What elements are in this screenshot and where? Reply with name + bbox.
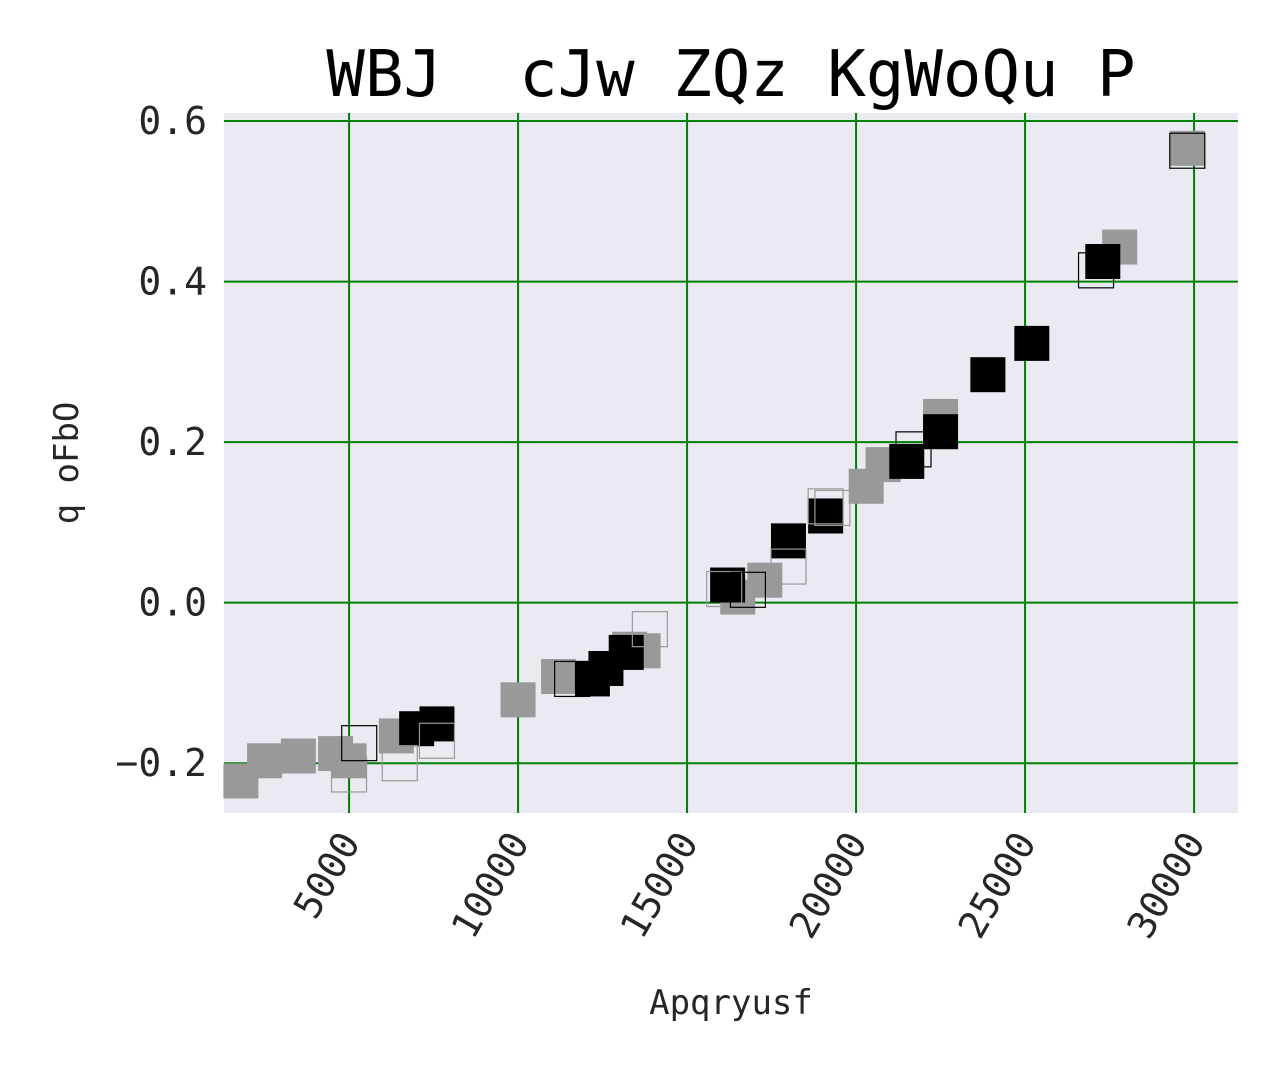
y-tick-label: 0.2 xyxy=(138,420,207,464)
data-point-outline xyxy=(554,660,591,698)
x-axis-label: Apqryusf xyxy=(649,983,813,1023)
plot-background xyxy=(224,113,1238,813)
data-point xyxy=(747,562,783,598)
y-tick-label: −0.2 xyxy=(115,741,207,785)
grid-lines xyxy=(224,113,1238,813)
x-tick-label: 5000 xyxy=(285,825,369,926)
x-tick-label: 10000 xyxy=(443,825,538,946)
y-tick-labels: −0.2 0.0 0.2 0.4 0.6 xyxy=(115,99,207,785)
series-1 xyxy=(399,244,1121,747)
data-point xyxy=(280,738,316,774)
data-point-outline xyxy=(729,571,767,608)
x-tick-label: 25000 xyxy=(950,825,1045,946)
series-3 xyxy=(341,132,1206,762)
x-tick-label: 15000 xyxy=(612,825,707,946)
data-point-outline xyxy=(807,488,844,525)
y-tick-label: 0.4 xyxy=(138,260,207,304)
data-point xyxy=(247,743,283,779)
data-point xyxy=(808,498,844,534)
data-point-outline xyxy=(1077,252,1115,289)
series-2 xyxy=(330,488,851,793)
data-point xyxy=(1169,130,1205,166)
data-point-outline xyxy=(770,548,807,585)
y-tick-label: 0.0 xyxy=(138,581,207,625)
x-tick-labels: 5000 10000 15000 20000 25000 30000 xyxy=(285,825,1214,946)
data-point-outline xyxy=(341,725,378,762)
data-point-outline xyxy=(631,611,668,648)
chart-title: WBJ cJw ZQz KgWoQu P xyxy=(326,38,1135,112)
data-point-outline xyxy=(814,489,851,527)
data-point-outline xyxy=(706,570,743,608)
data-point-outline xyxy=(330,756,368,793)
data-point xyxy=(541,659,577,695)
data-point xyxy=(1014,325,1050,361)
data-points xyxy=(223,130,1206,799)
data-point xyxy=(970,357,1006,393)
data-point-outline xyxy=(895,431,932,468)
y-tick-label: 0.6 xyxy=(138,99,207,143)
data-point-outline xyxy=(1169,132,1206,169)
data-point xyxy=(710,567,746,603)
data-point xyxy=(500,682,536,718)
data-point xyxy=(770,523,806,559)
data-point xyxy=(419,706,455,742)
data-point xyxy=(1085,244,1121,280)
x-tick-label: 30000 xyxy=(1119,825,1214,946)
y-axis-label: q oFbO xyxy=(47,402,87,525)
x-tick-label: 20000 xyxy=(781,825,876,946)
data-point-outline xyxy=(381,745,418,782)
data-point xyxy=(889,443,925,479)
data-point-outline xyxy=(418,722,456,759)
data-point xyxy=(608,634,644,670)
